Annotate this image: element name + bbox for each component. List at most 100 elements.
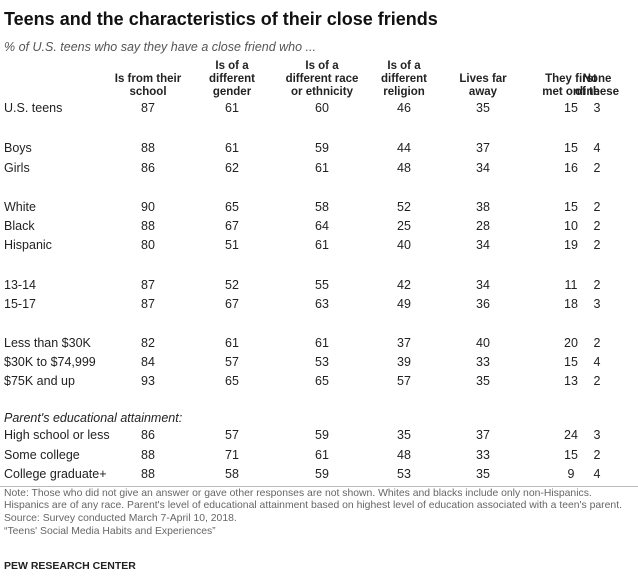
table-cell: 3 — [593, 428, 601, 442]
row-label: 13-14 — [4, 278, 36, 292]
table-row: 15-17 87 67 63 49 36 18 3 — [0, 297, 638, 315]
column-header-line: met online — [542, 86, 600, 98]
table-cell: 48 — [397, 161, 411, 175]
row-label: White — [4, 200, 36, 214]
table-cell: 16 — [564, 161, 578, 175]
table-cell: 15 — [564, 355, 578, 369]
table-cell: 61 — [315, 336, 329, 350]
table-cell: 25 — [397, 219, 411, 233]
table-cell: 36 — [476, 297, 490, 311]
table-cell: 37 — [476, 141, 490, 155]
table-cell: 15 — [564, 101, 578, 115]
table-cell: 57 — [225, 355, 239, 369]
source-text: Source: Survey conducted March 7-April 1… — [4, 513, 237, 524]
table-cell: 40 — [476, 336, 490, 350]
table-cell: 65 — [225, 374, 239, 388]
note-text: Note: Those who did not give an answer o… — [4, 488, 622, 512]
table-cell: 38 — [476, 200, 490, 214]
table-row: Less than $30K 82 61 61 37 40 20 2 — [0, 336, 638, 354]
table-cell: 4 — [593, 467, 601, 481]
table-cell: 88 — [141, 448, 155, 462]
table-cell: 35 — [476, 374, 490, 388]
table-cell: 2 — [593, 219, 601, 233]
table-row: $75K and up 93 65 65 57 35 13 2 — [0, 374, 638, 392]
table-cell: 3 — [593, 101, 601, 115]
table-cell: 2 — [593, 200, 601, 214]
table-cell: 84 — [141, 355, 155, 369]
table-cell: 59 — [315, 467, 329, 481]
table-cell: 82 — [141, 336, 155, 350]
column-header-line: different race — [285, 73, 359, 85]
column-header-line: Lives far — [459, 73, 507, 85]
table-cell: 52 — [225, 278, 239, 292]
row-label: $75K and up — [4, 374, 75, 388]
column-header-line: gender — [212, 86, 252, 98]
column-header-line: religion — [383, 86, 425, 98]
table-cell: 15 — [564, 448, 578, 462]
column-header-line: different — [381, 73, 427, 85]
table-cell: 88 — [141, 467, 155, 481]
column-header-line: None — [582, 73, 612, 85]
section-label-parent-education: Parent's educational attainment: — [4, 411, 183, 425]
column-header-6: They first met online — [526, 73, 616, 99]
table-cell: 53 — [315, 355, 329, 369]
table-cell: 65 — [225, 200, 239, 214]
table-cell: 65 — [315, 374, 329, 388]
row-label: Less than $30K — [4, 336, 91, 350]
table-cell: 42 — [397, 278, 411, 292]
table-cell: 35 — [476, 101, 490, 115]
table-cell: 18 — [564, 297, 578, 311]
table-cell: 37 — [397, 336, 411, 350]
table-cell: 86 — [141, 161, 155, 175]
table-cell: 24 — [564, 428, 578, 442]
table-cell: 10 — [564, 219, 578, 233]
table-cell: 63 — [315, 297, 329, 311]
table-cell: 57 — [397, 374, 411, 388]
table-cell: 34 — [476, 238, 490, 252]
table-cell: 11 — [564, 278, 578, 292]
table-cell: 88 — [141, 141, 155, 155]
table-cell: 20 — [564, 336, 578, 350]
table-row: White 90 65 58 52 38 15 2 — [0, 200, 638, 218]
table-cell: 49 — [397, 297, 411, 311]
table-cell: 60 — [315, 101, 329, 115]
table-cell: 35 — [476, 467, 490, 481]
pew-brand: PEW RESEARCH CENTER — [4, 560, 136, 572]
table-cell: 62 — [225, 161, 239, 175]
column-header-line: school — [129, 86, 167, 98]
row-label: Hispanic — [4, 238, 52, 252]
column-header-7: None of these — [552, 73, 638, 99]
table-row: Some college 88 71 61 48 33 15 2 — [0, 448, 638, 466]
column-header-3: Is of a different race or ethnicity — [277, 60, 367, 99]
row-label: $30K to $74,999 — [4, 355, 96, 369]
table-cell: 4 — [593, 355, 601, 369]
table-cell: 2 — [593, 448, 601, 462]
table-cell: 13 — [564, 374, 578, 388]
table-cell: 58 — [315, 200, 329, 214]
table-cell: 19 — [564, 238, 578, 252]
table-cell: 52 — [397, 200, 411, 214]
table-cell: 80 — [141, 238, 155, 252]
table-cell: 34 — [476, 278, 490, 292]
column-header-1: Is from their school — [103, 73, 193, 99]
table-cell: 86 — [141, 428, 155, 442]
row-label: Black — [4, 219, 35, 233]
table-row: High school or less 86 57 59 35 37 24 3 — [0, 428, 638, 446]
table-cell: 87 — [141, 278, 155, 292]
table-cell: 61 — [225, 141, 239, 155]
column-header-2: Is of a different gender — [187, 60, 277, 99]
table-cell: 9 — [567, 467, 575, 481]
column-header-4: Is of a different religion — [359, 60, 449, 99]
table-row: Hispanic 80 51 61 40 34 19 2 — [0, 238, 638, 256]
table-cell: 55 — [315, 278, 329, 292]
table-cell: 61 — [315, 238, 329, 252]
table-cell: 37 — [476, 428, 490, 442]
table-cell: 15 — [564, 200, 578, 214]
column-header-line: different — [209, 73, 255, 85]
table-cell: 88 — [141, 219, 155, 233]
table-cell: 61 — [225, 101, 239, 115]
table-cell: 2 — [593, 374, 601, 388]
column-header-line: Is of a — [215, 60, 249, 72]
table-cell: 87 — [141, 297, 155, 311]
note-divider — [0, 486, 638, 487]
